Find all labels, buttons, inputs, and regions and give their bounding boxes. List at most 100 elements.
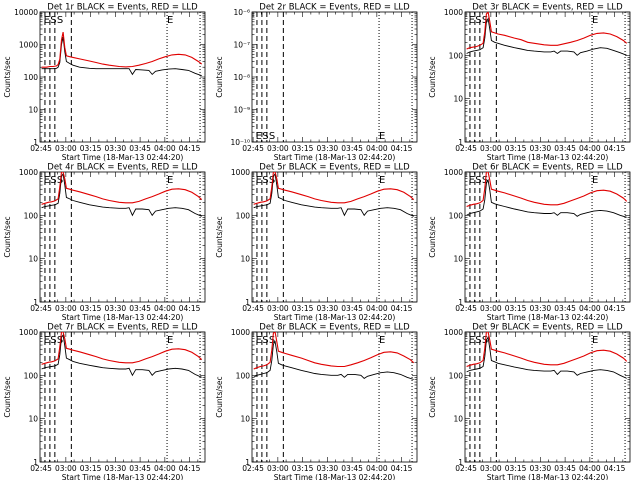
- plot-frame: [39, 331, 206, 463]
- marker-label: E: [256, 131, 262, 142]
- x-tick-label: 03:30: [530, 464, 552, 473]
- marker-label: E: [379, 131, 385, 142]
- x-axis-label: Start Time (18-Mar-13 02:44:20): [62, 153, 184, 162]
- lld-rate-line: [466, 172, 628, 208]
- lld-rate-line: [253, 172, 415, 205]
- y-tick-label: 1000: [19, 41, 38, 50]
- lld-rate-line: [41, 31, 203, 68]
- x-tick-label: 04:00: [366, 304, 388, 313]
- panel-title: Det 4r BLACK = Events, RED = LLD: [47, 163, 198, 173]
- x-tick-label: 03:30: [530, 144, 552, 153]
- y-tick-label: 10: [240, 255, 250, 264]
- x-tick-label: 04:15: [179, 144, 201, 153]
- marker-label: E: [167, 335, 173, 346]
- marker-label: E: [167, 175, 173, 186]
- marker-label: E: [592, 335, 598, 346]
- marker-label: S: [475, 175, 481, 186]
- marker-label: S: [269, 335, 275, 346]
- x-tick-label: 04:15: [604, 144, 626, 153]
- x-axis-label: Start Time (18-Mar-13 02:44:20): [274, 313, 396, 322]
- y-tick-label: 100: [449, 211, 464, 220]
- events-rate-line: [466, 336, 627, 379]
- y-tick-label: 100: [24, 371, 39, 380]
- panel-det-5: Det 5r BLACK = Events, RED = LLD 1 10 100 10…: [215, 163, 418, 322]
- x-axis-label: Start Time (18-Mar-13 02:44:20): [274, 153, 396, 162]
- x-tick-label: 03:15: [505, 464, 527, 473]
- events-rate-line: [253, 340, 414, 380]
- panel-det-6: Det 6r BLACK = Events, RED = LLD 1 10 100 10…: [428, 163, 631, 322]
- marker-label: E: [592, 175, 598, 186]
- panel-det-2: Det 2r BLACK = Events, RED = LLD 10⁻¹⁰ 10⁻…: [215, 3, 418, 162]
- x-tick-label: 03:45: [554, 304, 576, 313]
- x-tick-label: 03:15: [80, 144, 102, 153]
- y-tick-label: 100: [236, 211, 251, 220]
- plot-frame: [39, 171, 206, 303]
- x-tick-label: 03:00: [267, 304, 289, 313]
- events-rate-line: [41, 36, 202, 77]
- marker-label: E: [167, 15, 173, 26]
- plot-frame: [464, 11, 631, 143]
- y-tick-label: 100: [24, 211, 39, 220]
- panel-title: Det 9r BLACK = Events, RED = LLD: [472, 323, 623, 333]
- x-tick-label: 04:15: [391, 464, 413, 473]
- marker-label: E: [379, 175, 385, 186]
- x-tick-label: 03:45: [554, 144, 576, 153]
- x-tick-label: 02:45: [455, 304, 477, 313]
- panel-det-1: Det 1r BLACK = Events, RED = LLD 1 10 100 10…: [3, 3, 206, 162]
- marker-label: S: [482, 175, 488, 186]
- plot-frame: [251, 331, 418, 463]
- x-tick-label: 03:45: [341, 304, 363, 313]
- x-tick-label: 04:00: [154, 464, 176, 473]
- panel-det-8: Det 8r BLACK = Events, RED = LLD 1 10 100 10…: [215, 323, 418, 480]
- plot-frame: [251, 171, 418, 303]
- y-axis-label: Counts/sec: [3, 216, 12, 257]
- y-tick-label: 1000: [444, 328, 463, 337]
- x-tick-label: 03:15: [505, 144, 527, 153]
- marker-label: E: [256, 335, 262, 346]
- x-tick-label: 04:00: [579, 144, 601, 153]
- panel-det-3: Det 3r BLACK = Events, RED = LLD 1 10 100 10…: [428, 3, 631, 162]
- x-axis-label: Start Time (18-Mar-13 02:44:20): [487, 473, 609, 480]
- x-tick-label: 02:45: [242, 144, 264, 153]
- panel-title: Det 3r BLACK = Events, RED = LLD: [472, 3, 623, 13]
- panel-title: Det 8r BLACK = Events, RED = LLD: [259, 323, 410, 333]
- y-axis-label: Counts/sec: [3, 56, 12, 97]
- x-tick-label: 03:00: [480, 464, 502, 473]
- x-tick-label: 03:00: [55, 464, 77, 473]
- marker-label: S: [50, 15, 56, 26]
- y-tick-label: 1: [458, 298, 463, 307]
- y-tick-label: 1: [245, 298, 250, 307]
- x-tick-label: 02:45: [30, 304, 52, 313]
- x-tick-label: 02:45: [30, 144, 52, 153]
- y-tick-label: 1000: [444, 168, 463, 177]
- y-tick-label: 1000: [19, 168, 38, 177]
- y-axis-label: Counts/sec: [428, 376, 437, 417]
- y-tick-label: 1: [33, 138, 38, 147]
- x-tick-label: 03:30: [530, 304, 552, 313]
- x-tick-label: 04:15: [391, 144, 413, 153]
- x-tick-label: 03:45: [129, 464, 151, 473]
- x-tick-label: 02:45: [455, 144, 477, 153]
- y-tick-label: 1: [458, 138, 463, 147]
- y-axis-label: Counts/sec: [428, 56, 437, 97]
- y-tick-label: 1: [33, 458, 38, 467]
- x-tick-label: 03:15: [292, 464, 314, 473]
- y-tick-label: 10: [240, 415, 250, 424]
- marker-label: E: [469, 15, 475, 26]
- y-tick-label: 10⁻⁹: [233, 106, 250, 115]
- panel-det-7: Det 7r BLACK = Events, RED = LLD 1 10 100 10…: [3, 323, 206, 480]
- x-tick-label: 03:45: [341, 464, 363, 473]
- y-axis-label: Counts/sec: [3, 376, 12, 417]
- y-axis-label: Counts/sec: [215, 56, 224, 97]
- marker-label: S: [50, 175, 56, 186]
- marker-label: E: [592, 15, 598, 26]
- x-tick-label: 03:00: [267, 144, 289, 153]
- x-tick-label: 03:45: [129, 304, 151, 313]
- y-tick-label: 1000: [444, 8, 463, 17]
- marker-label: S: [262, 335, 268, 346]
- marker-label: E: [256, 175, 262, 186]
- events-rate-line: [466, 178, 627, 218]
- panel-title: Det 5r BLACK = Events, RED = LLD: [259, 163, 410, 173]
- marker-label: S: [482, 335, 488, 346]
